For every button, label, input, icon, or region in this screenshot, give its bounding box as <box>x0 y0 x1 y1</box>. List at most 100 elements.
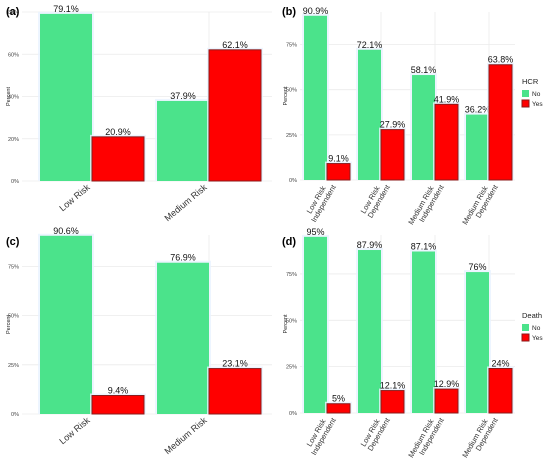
data-label: 37.9% <box>170 91 196 101</box>
x-tick-label-line: Medium Risk <box>162 182 209 223</box>
legend: HCR No Yes <box>521 77 543 108</box>
bar-no <box>412 251 435 413</box>
x-tick-label-line: Low Risk <box>57 182 92 213</box>
bar-yes <box>326 163 351 181</box>
y-tick-label: 0% <box>289 178 297 184</box>
data-label: 12.1% <box>380 381 406 391</box>
y-tick-label: 50% <box>286 318 297 324</box>
x-tick-label-line: Medium Risk <box>162 415 209 456</box>
chart-panel-3: (c) 0% 25% 50% 75% Percent 90.6% 9.4% Low Risk 76… <box>6 226 272 456</box>
y-tick-label: 75% <box>8 264 19 270</box>
y-tick-label: 25% <box>286 365 297 371</box>
data-label: 23.1% <box>222 359 248 369</box>
data-label: 79.1% <box>53 4 79 14</box>
legend: Death No Yes <box>521 311 543 342</box>
y-tick-label: 40% <box>8 95 19 101</box>
panel-label: (c) <box>6 236 20 248</box>
x-tick-label: Medium RiskDependent <box>460 411 500 463</box>
legend-swatch-yes <box>521 333 530 342</box>
data-label: 58.1% <box>411 65 437 75</box>
bar-no <box>466 272 489 413</box>
x-tick-label: Low Risk <box>57 182 92 213</box>
bar-yes <box>488 368 513 414</box>
bar-yes <box>91 395 145 415</box>
bar-no <box>304 236 327 413</box>
y-tick-label: 60% <box>8 52 19 58</box>
data-label: 41.9% <box>434 94 460 104</box>
bar-no <box>466 114 489 180</box>
bar-yes <box>434 103 459 181</box>
legend-label: Yes <box>532 335 543 342</box>
x-tick-label: Low RiskIndependent <box>302 178 338 224</box>
chart-panel-2: (b) 0% 25% 50% 75% Percent 90.9% 9.1% Low RiskIn… <box>282 6 543 230</box>
x-tick-label: Medium RiskIndependent <box>406 411 446 463</box>
data-label: 5% <box>332 394 345 404</box>
data-label: 36.2% <box>465 105 491 115</box>
panel-label: (a) <box>6 6 20 18</box>
bar-no <box>358 250 381 413</box>
data-label: 87.9% <box>357 240 383 250</box>
bar-yes <box>91 136 145 182</box>
x-tick-label: Medium Risk <box>162 415 209 456</box>
bar-yes <box>488 64 513 181</box>
bar-yes <box>208 49 262 182</box>
data-label: 27.9% <box>380 120 406 130</box>
x-tick-label: Medium RiskDependent <box>460 178 500 230</box>
bar-no <box>304 15 327 180</box>
legend-title: HCR <box>522 77 539 86</box>
chart-panel-1: (a) 0% 20% 40% 60% 80% Percent 79.1% 20.9% Low Ri… <box>6 4 272 223</box>
y-tick-label: 0% <box>289 411 297 417</box>
bar-yes <box>380 129 405 181</box>
data-label: 90.6% <box>53 226 79 236</box>
data-label: 76% <box>468 262 486 272</box>
y-tick-label: 80% <box>8 10 19 16</box>
legend-title: Death <box>522 311 542 320</box>
y-tick-label: 0% <box>11 179 19 185</box>
legend-swatch-no <box>522 324 529 331</box>
x-tick-label: Medium RiskIndependent <box>406 178 446 230</box>
legend-label: No <box>532 325 541 332</box>
bar-yes <box>326 403 351 414</box>
y-tick-label: 50% <box>286 88 297 94</box>
bar-no <box>358 49 381 180</box>
legend-label: No <box>532 91 541 98</box>
x-tick-label: Low RiskIndependent <box>302 411 338 457</box>
y-tick-label: 25% <box>8 363 19 369</box>
y-tick-label: 0% <box>11 412 19 418</box>
x-tick-label: Low Risk <box>57 415 92 446</box>
data-label: 87.1% <box>411 242 437 252</box>
y-axis-title: Percent <box>283 314 289 333</box>
x-tick-label: Low RiskDependent <box>359 411 393 452</box>
x-tick-label: Low RiskDependent <box>359 178 393 219</box>
y-axis-title: Percent <box>6 315 12 334</box>
bar-no <box>412 75 435 180</box>
legend-swatch-no <box>522 90 529 97</box>
data-label: 63.8% <box>488 55 514 65</box>
panel-label: (b) <box>282 6 296 18</box>
data-label: 76.9% <box>170 253 196 263</box>
data-label: 9.1% <box>328 154 349 164</box>
data-label: 24% <box>491 359 509 369</box>
bar-no <box>40 13 92 182</box>
y-tick-label: 50% <box>8 314 19 320</box>
data-label: 95% <box>306 227 324 237</box>
bar-no <box>157 262 209 414</box>
y-axis-title: Percent <box>6 87 12 106</box>
bar-no <box>157 100 209 181</box>
x-tick-label-line: Low Risk <box>57 415 92 446</box>
bar-no <box>40 235 92 414</box>
y-axis-title: Percent <box>283 86 289 105</box>
y-tick-label: 75% <box>286 272 297 278</box>
bar-yes <box>434 388 459 414</box>
bar-yes <box>380 390 405 414</box>
x-tick-label: Medium Risk <box>162 182 209 223</box>
data-label: 90.9% <box>303 6 329 16</box>
y-tick-label: 75% <box>286 43 297 49</box>
data-label: 12.9% <box>434 379 460 389</box>
y-tick-label: 20% <box>8 137 19 143</box>
data-label: 20.9% <box>105 127 131 137</box>
data-label: 9.4% <box>108 386 129 396</box>
chart-panel-4: (d) 0% 25% 50% 75% Percent 95% 5% Low RiskIndepe… <box>282 227 543 463</box>
bar-yes <box>208 368 262 415</box>
